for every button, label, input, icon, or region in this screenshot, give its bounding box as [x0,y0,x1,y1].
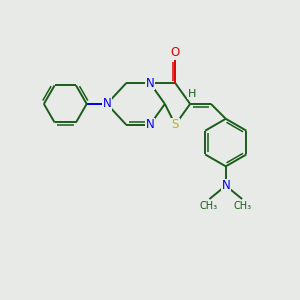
Text: N: N [103,98,111,110]
Text: N: N [146,118,154,131]
Text: CH₃: CH₃ [234,202,252,212]
Text: CH₃: CH₃ [200,202,218,212]
Text: N: N [146,76,154,90]
Text: N: N [221,179,230,192]
Text: H: H [188,88,196,98]
Text: O: O [171,46,180,59]
Text: S: S [172,118,179,131]
